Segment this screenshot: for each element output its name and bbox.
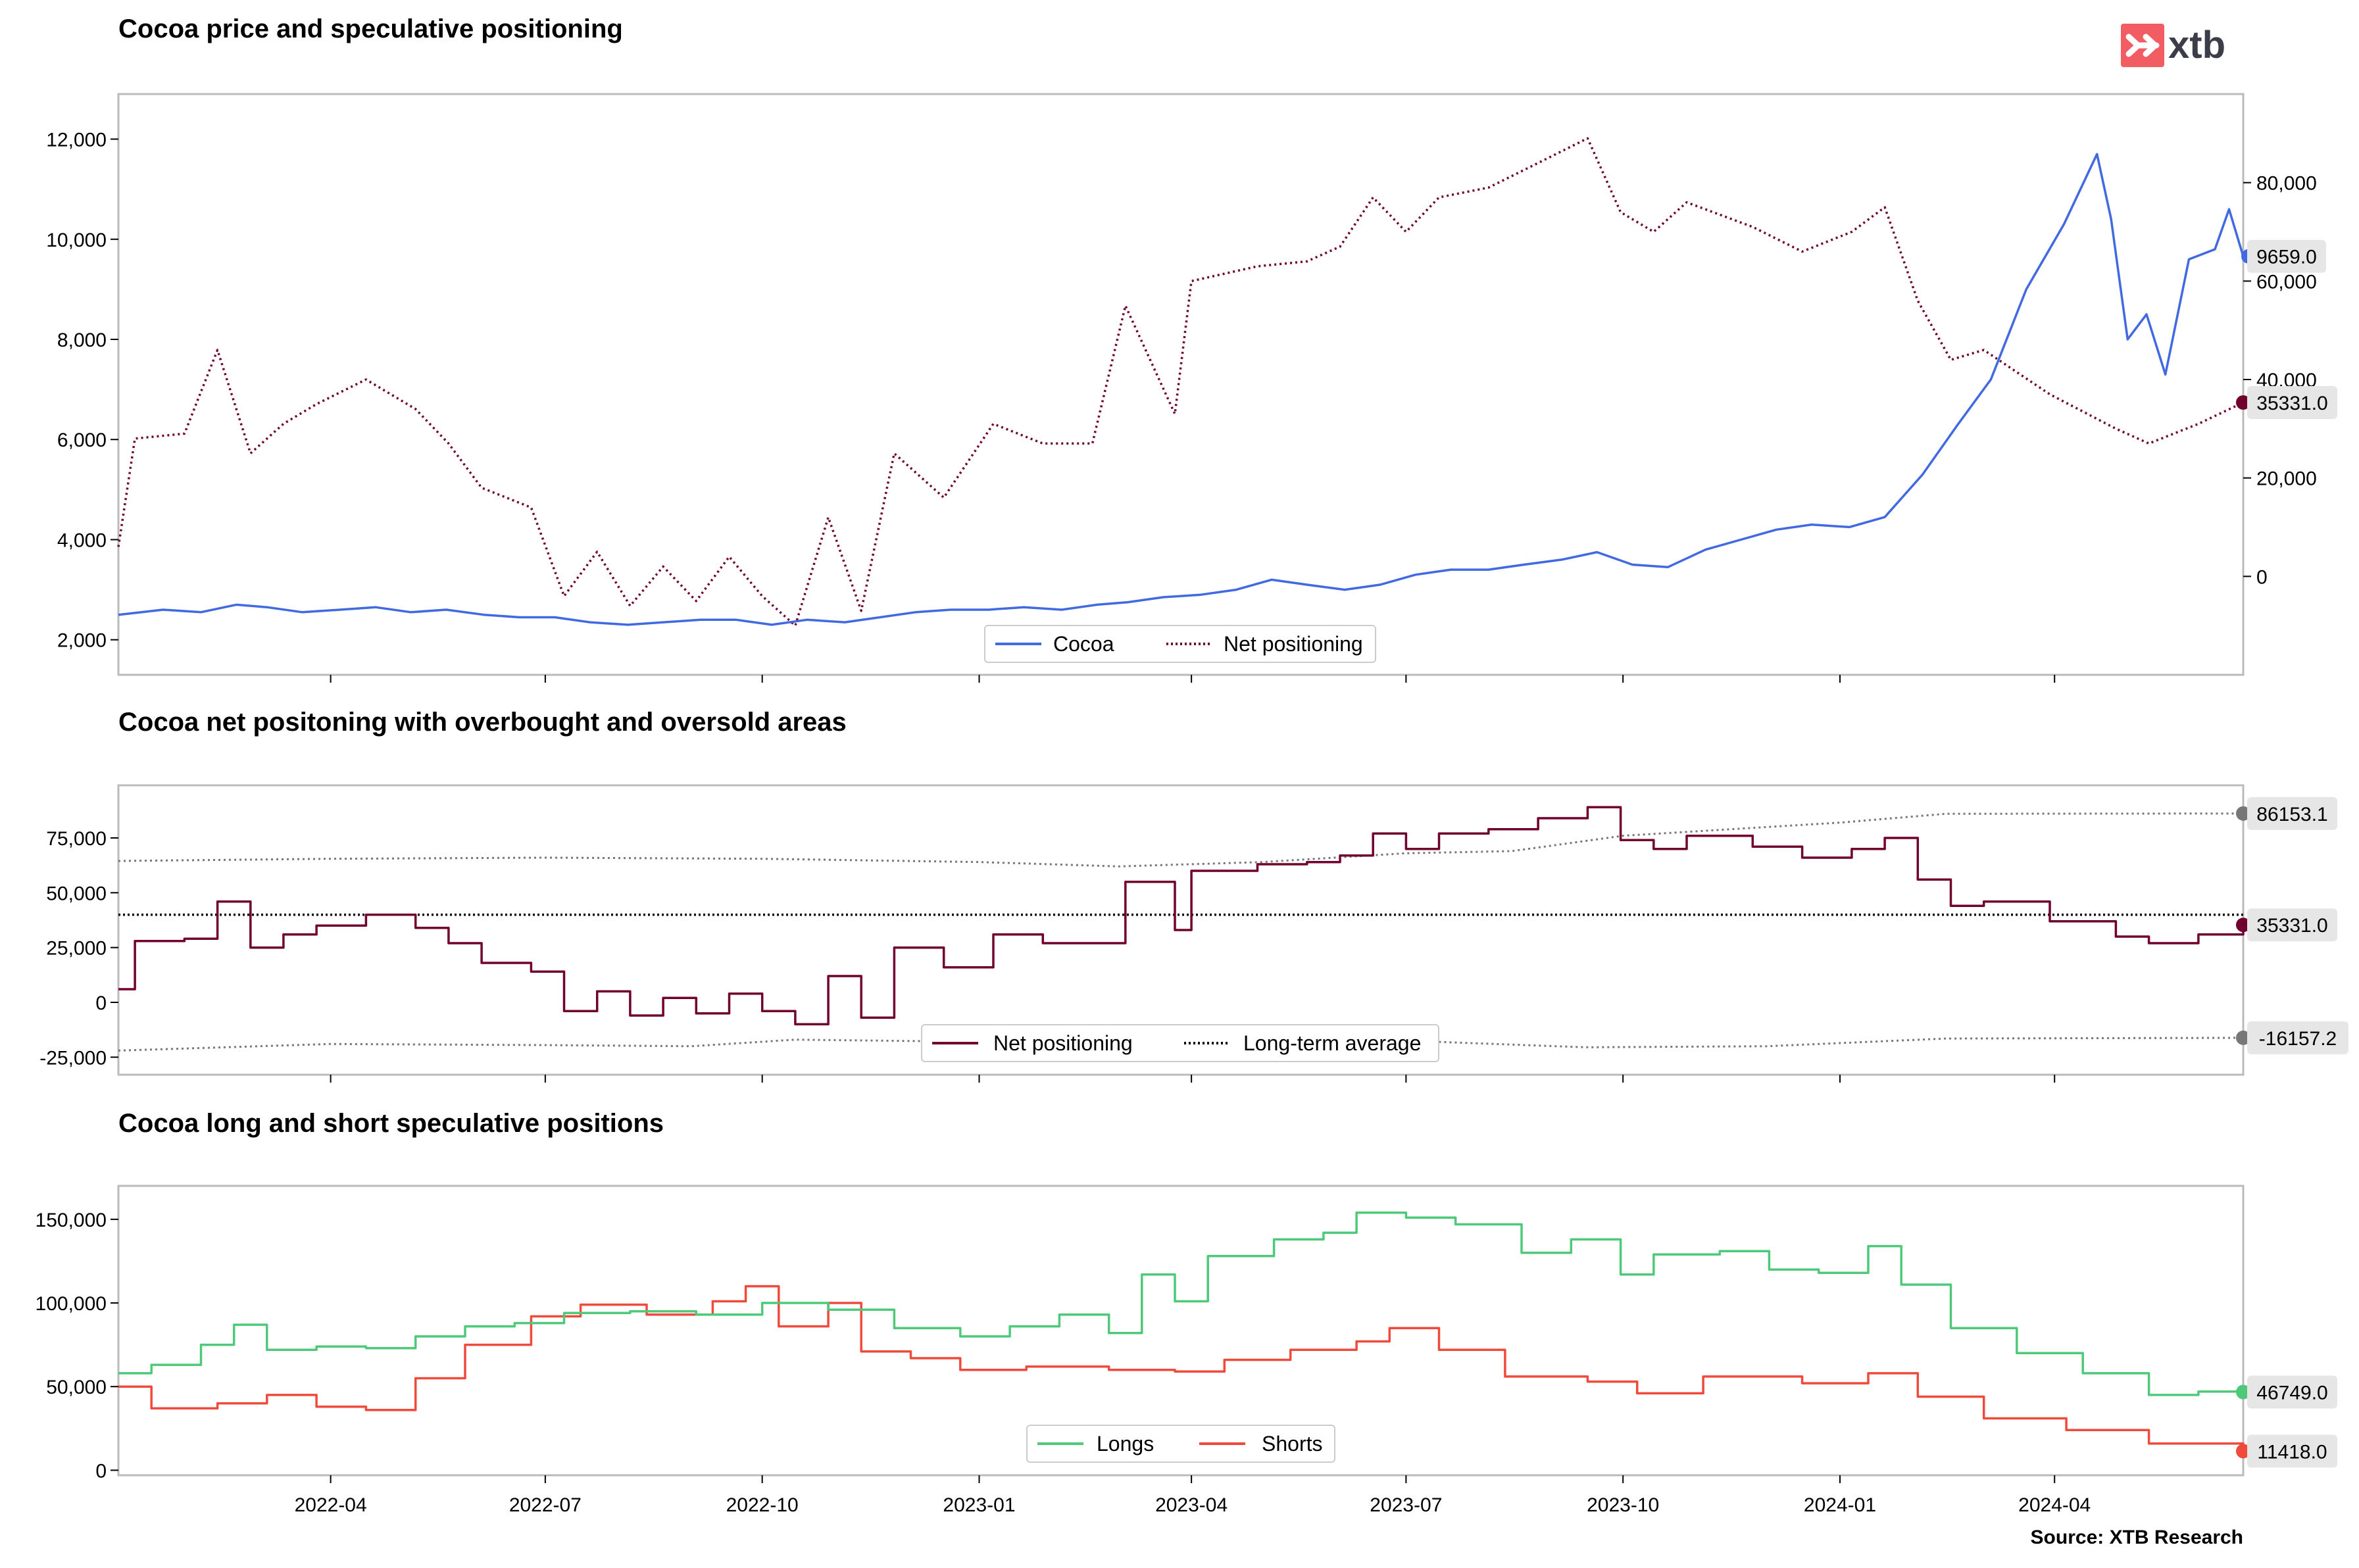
- y-tick-label-left: 6,000: [57, 429, 107, 451]
- longs-end-label-box: [2247, 1375, 2337, 1409]
- legend-box: [921, 1024, 1439, 1062]
- end-markers: 35331.0 9659.0 86153.1 35331.0 -16157.2 46749…: [2236, 239, 2348, 1468]
- legend-label-net: Net positioning: [993, 1031, 1133, 1055]
- y-tick-label-left: 12,000: [46, 130, 107, 151]
- panel1-frame: [117, 93, 2245, 676]
- y-tick-label-right: 0: [2256, 566, 2268, 588]
- panel2-legend: Net positioning Long-term average: [921, 1024, 1439, 1062]
- net-positioning-end-marker: [2236, 395, 2250, 410]
- series-net-positioning-line: [117, 137, 2244, 627]
- xtb-logo-cross-icon: [2125, 34, 2160, 57]
- legend-label-average: Long-term average: [1243, 1031, 1421, 1055]
- cocoa-end-label-box: [2247, 239, 2326, 273]
- oversold-end-label-box: [2247, 1021, 2348, 1054]
- oversold-end-label-text: -16157.2: [2259, 1028, 2337, 1050]
- y-tick-label-left: 0: [95, 1460, 107, 1482]
- y-tick-label-left: 150,000: [36, 1210, 107, 1231]
- panel1-legend: Cocoa Net positioning: [984, 625, 1376, 663]
- panel3-frame: [117, 1185, 2245, 1477]
- overbought-end-label-text: 86153.1: [2256, 804, 2327, 825]
- x-tick-label: 2023-10: [1587, 1494, 1659, 1516]
- shorts-end-label: 11418.0: [2247, 1434, 2337, 1468]
- net-positioning-end-label-text: 35331.0: [2256, 915, 2327, 937]
- y-tick-label-left: 75,000: [46, 828, 107, 850]
- oversold-end-label: -16157.2: [2247, 1021, 2348, 1054]
- series-net-positioning-steps: [118, 806, 2245, 1026]
- y-tick-label-left: 25,000: [46, 938, 107, 960]
- y-tick-label-left: -25,000: [39, 1047, 107, 1069]
- series-shorts-steps: [118, 1285, 2245, 1452]
- x-tick-label: 2023-01: [943, 1494, 1015, 1516]
- shorts-end-label-text: 11418.0: [2257, 1441, 2327, 1463]
- panel1-title: Cocoa price and speculative positioning: [118, 14, 623, 43]
- legend-label-shorts: Shorts: [1262, 1432, 1322, 1456]
- legend-label-net: Net positioning: [1224, 632, 1363, 656]
- series-overbought-band: [118, 812, 2244, 868]
- x-tick-label: 2023-07: [1370, 1494, 1442, 1516]
- xtb-logo-text: xtb: [2168, 24, 2225, 66]
- y-tick-label-right: 20,000: [2256, 468, 2317, 490]
- y-tick-label-left: 100,000: [36, 1293, 107, 1315]
- shorts-end-label-box: [2247, 1434, 2337, 1468]
- axes-ticks: 2,0004,0006,0008,00010,00012,000020,0004…: [36, 130, 2317, 1516]
- x-tick-label: 2022-07: [509, 1494, 582, 1516]
- series-cocoa-line: [118, 153, 2245, 626]
- longs-end-marker: [2236, 1384, 2250, 1400]
- x-tick-label: 2023-04: [1155, 1494, 1228, 1516]
- source-note: Source: XTB Research: [2031, 1527, 2243, 1548]
- net-positioning-end-label-box: [2247, 385, 2337, 419]
- longs-end-label-text: 46749.0: [2256, 1382, 2327, 1404]
- y-tick-label-left: 50,000: [46, 883, 107, 904]
- panel2-plot-area: [118, 806, 2245, 1052]
- legend-label-longs: Longs: [1097, 1432, 1154, 1456]
- net-positioning-end-marker: [2236, 918, 2250, 933]
- y-tick-label-right: 60,000: [2256, 271, 2317, 293]
- y-tick-label-left: 2,000: [57, 630, 107, 652]
- y-tick-label-left: 10,000: [46, 230, 107, 251]
- oversold-end-marker: [2236, 1030, 2250, 1045]
- panel3-plot-area: [118, 1211, 2245, 1452]
- panel3-legend: Longs Shorts: [1026, 1425, 1335, 1463]
- series-oversold-band: [118, 1037, 2244, 1052]
- overbought-end-label-box: [2247, 796, 2337, 830]
- net-positioning-end-label: 35331.0: [2247, 385, 2337, 419]
- overbought-end-label: 86153.1: [2247, 796, 2337, 830]
- xtb-logo: xtb: [2121, 24, 2225, 67]
- x-tick-label: 2022-04: [295, 1494, 367, 1516]
- x-tick-label: 2022-10: [726, 1494, 799, 1516]
- legend-label-cocoa: Cocoa: [1053, 632, 1114, 656]
- net-positioning-end-label-text: 35331.0: [2256, 393, 2327, 414]
- x-tick-label: 2024-01: [1804, 1494, 1876, 1516]
- y-tick-label-left: 4,000: [57, 529, 107, 551]
- panel1-plot-area: [117, 137, 2245, 627]
- y-tick-label-left: 0: [95, 992, 107, 1014]
- longs-end-label: 46749.0: [2247, 1375, 2337, 1409]
- cocoa-end-label: 9659.0: [2247, 239, 2326, 273]
- legend-box: [1026, 1425, 1335, 1463]
- shorts-end-marker: [2236, 1444, 2250, 1459]
- y-tick-label-right: 80,000: [2256, 173, 2317, 195]
- panel2-title: Cocoa net positoning with overbought and…: [118, 708, 847, 737]
- net-positioning-end-label: 35331.0: [2247, 908, 2337, 942]
- overbought-end-marker: [2236, 806, 2250, 821]
- y-tick-label-left: 8,000: [57, 330, 107, 351]
- cocoa-end-label-text: 9659.0: [2256, 247, 2317, 268]
- y-tick-label-left: 50,000: [46, 1377, 107, 1398]
- x-tick-label: 2024-04: [2018, 1494, 2091, 1516]
- panel3-title: Cocoa long and short speculative positio…: [118, 1109, 664, 1138]
- series-longs-steps: [118, 1211, 2245, 1396]
- net-positioning-end-label-box: [2247, 908, 2337, 942]
